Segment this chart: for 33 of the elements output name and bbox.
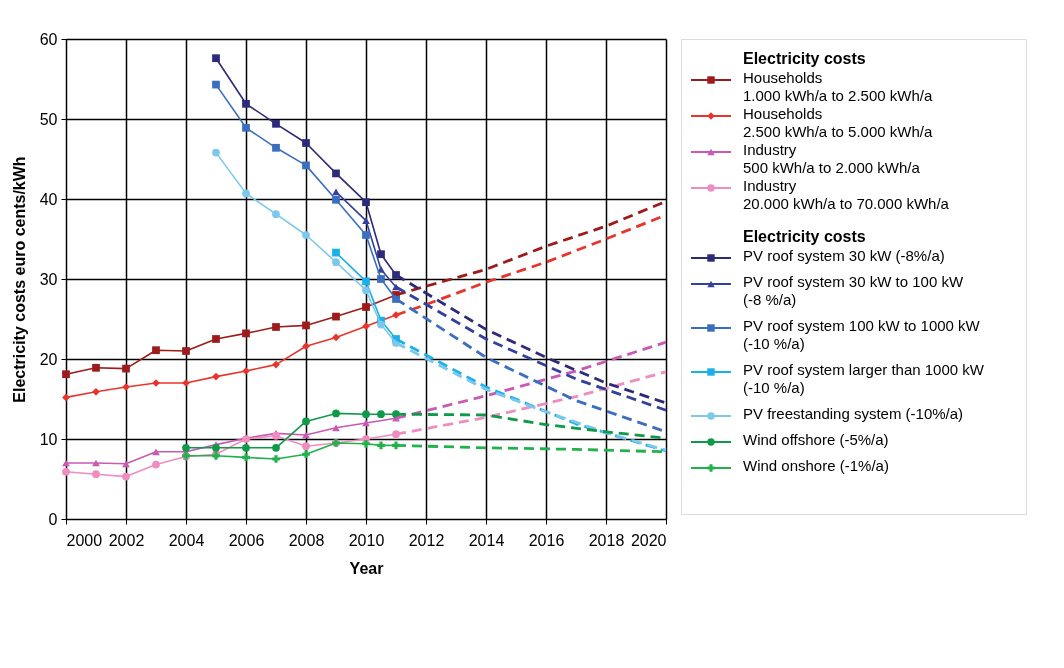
legend-label: Wind onshore (-1%/a) (743, 457, 889, 474)
y-tick-label: 0 (48, 510, 58, 528)
y-tick-label: 30 (39, 270, 58, 288)
legend-label: Households 2.500 kWh/a to 5.000 kWh/a (743, 105, 933, 140)
x-tick-label: 2016 (528, 531, 565, 549)
legend-label: Industry 20.000 kWh/a to 70.000 kWh/a (743, 177, 950, 212)
legend-label: Wind offshore (-5%/a) (743, 431, 889, 448)
x-tick-label: 2006 (228, 531, 265, 549)
legend-label: PV roof system 30 kW (-8%/a) (743, 247, 945, 264)
x-tick-label: 2018 (588, 531, 625, 549)
y-axis-title: Electricity costs euro cents/kWh (10, 156, 28, 403)
legend-label: PV roof system 30 kW to 100 kW (-8 %/a) (743, 273, 964, 308)
y-tick-label: 20 (39, 350, 58, 368)
text: Electricity costs (743, 228, 866, 245)
y-tick-label: 60 (39, 30, 58, 48)
x-tick-label: 2012 (408, 531, 445, 549)
x-tick-label: 2010 (348, 531, 385, 549)
x-tick-label: 2002 (108, 531, 145, 549)
x-tick-label: 2014 (468, 531, 505, 549)
x-tick-label: 2004 (168, 531, 205, 549)
y-tick-label: 40 (39, 190, 58, 208)
legend-label: Industry 500 kWh/a to 2.000 kWh/a (743, 141, 921, 176)
legend-label: PV freestanding system (-10%/a) (743, 405, 964, 422)
x-tick-label: 2020 (630, 531, 667, 549)
x-axis-title: Year (349, 559, 384, 577)
y-tick-label: 50 (39, 110, 58, 128)
y-tick-label: 10 (39, 430, 58, 448)
legend-label: Households 1.000 kWh/a to 2.500 kWh/a (743, 69, 933, 104)
legend-label: PV roof system 100 kW to 1000 kW (-10 %/a) (743, 317, 981, 352)
x-tick-label: 2008 (288, 531, 325, 549)
x-tick-label: 2000 (66, 531, 103, 549)
legend-label: PV roof system larger than 1000 kW (-10 %/a) (743, 361, 985, 396)
legend-title: Electricity costs (743, 50, 866, 67)
